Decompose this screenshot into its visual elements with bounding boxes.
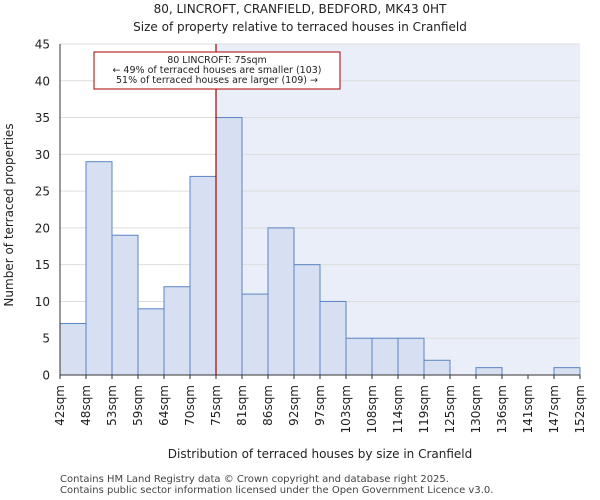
bar (59, 323, 87, 376)
x-tick-label: 81sqm (235, 385, 249, 426)
bar (267, 227, 295, 376)
x-tick-label: 48sqm (79, 385, 93, 426)
x-tick-label: 125sqm (443, 385, 457, 433)
bar (397, 337, 425, 376)
axes (59, 44, 581, 379)
annotation-box: 80 LINCROFT: 75sqm ← 49% of terraced hou… (93, 51, 341, 90)
x-tick-label: 119sqm (417, 385, 431, 433)
bar (371, 337, 399, 376)
chart-subtitle: Size of property relative to terraced ho… (133, 20, 467, 34)
y-tick-label: 45 (35, 38, 50, 52)
bar (111, 234, 139, 376)
x-tick-label: 64sqm (157, 385, 171, 426)
bar (137, 308, 165, 376)
bar (423, 359, 451, 376)
y-tick-label: 25 (35, 185, 50, 199)
y-tick-label: 5 (42, 332, 50, 346)
x-tick-label: 103sqm (339, 385, 353, 433)
x-axis-label: Distribution of terraced houses by size … (168, 447, 473, 461)
bar (319, 300, 347, 376)
y-axis-label: Number of terraced properties (2, 123, 16, 306)
y-tick-label: 30 (35, 148, 50, 162)
bar (163, 286, 191, 376)
x-tick-label: 42sqm (53, 385, 67, 426)
bar (189, 175, 217, 376)
histogram-chart: 80, LINCROFT, CRANFIELD, BEDFORD, MK43 0… (2, 2, 587, 461)
annotation-line-1: 80 LINCROFT: 75sqm (167, 55, 267, 66)
footer-line-1: Contains HM Land Registry data © Crown c… (60, 474, 449, 485)
bar-series (59, 117, 581, 376)
footer-line-2: Contains public sector information licen… (60, 485, 494, 496)
bar (293, 264, 321, 376)
y-tick-label: 15 (35, 258, 50, 272)
bar (241, 293, 269, 376)
x-tick-label: 136sqm (495, 385, 509, 433)
x-tick-label: 108sqm (365, 385, 379, 433)
x-tick-labels: 42sqm 48sqm 53sqm 59sqm 64sqm 70sqm 75sqm 81sqm… (53, 385, 587, 433)
x-tick-label: 130sqm (469, 385, 483, 433)
bar (553, 367, 581, 376)
x-tick-label: 86sqm (261, 385, 275, 426)
x-tick-label: 70sqm (183, 385, 197, 426)
y-tick-label: 0 (42, 369, 50, 383)
x-tick-label: 114sqm (391, 385, 405, 433)
y-tick-label: 20 (35, 221, 50, 235)
bar (85, 161, 113, 376)
x-tick-label: 59sqm (131, 385, 145, 426)
chart-title: 80, LINCROFT, CRANFIELD, BEDFORD, MK43 0… (154, 2, 447, 16)
y-tick-labels: 0 5 10 15 20 25 30 35 40 45 (35, 38, 50, 383)
x-tick-label: 53sqm (105, 385, 119, 426)
x-tick-label: 97sqm (313, 385, 327, 426)
y-tick-label: 35 (35, 111, 50, 125)
x-tick-label: 152sqm (573, 385, 587, 433)
bar (345, 337, 373, 376)
y-tick-label: 10 (35, 295, 50, 309)
x-tick-label: 141sqm (521, 385, 535, 433)
annotation-line-3: 51% of terraced houses are larger (109) … (116, 75, 318, 86)
annotation-frame (93, 51, 341, 90)
x-tick-label: 92sqm (287, 385, 301, 426)
bar (475, 367, 503, 376)
x-tick-label: 147sqm (547, 385, 561, 433)
x-tick-label: 75sqm (209, 385, 223, 426)
annotation-line-2: ← 49% of terraced houses are smaller (10… (112, 65, 321, 76)
bar (215, 117, 243, 376)
y-tick-label: 40 (35, 74, 50, 88)
